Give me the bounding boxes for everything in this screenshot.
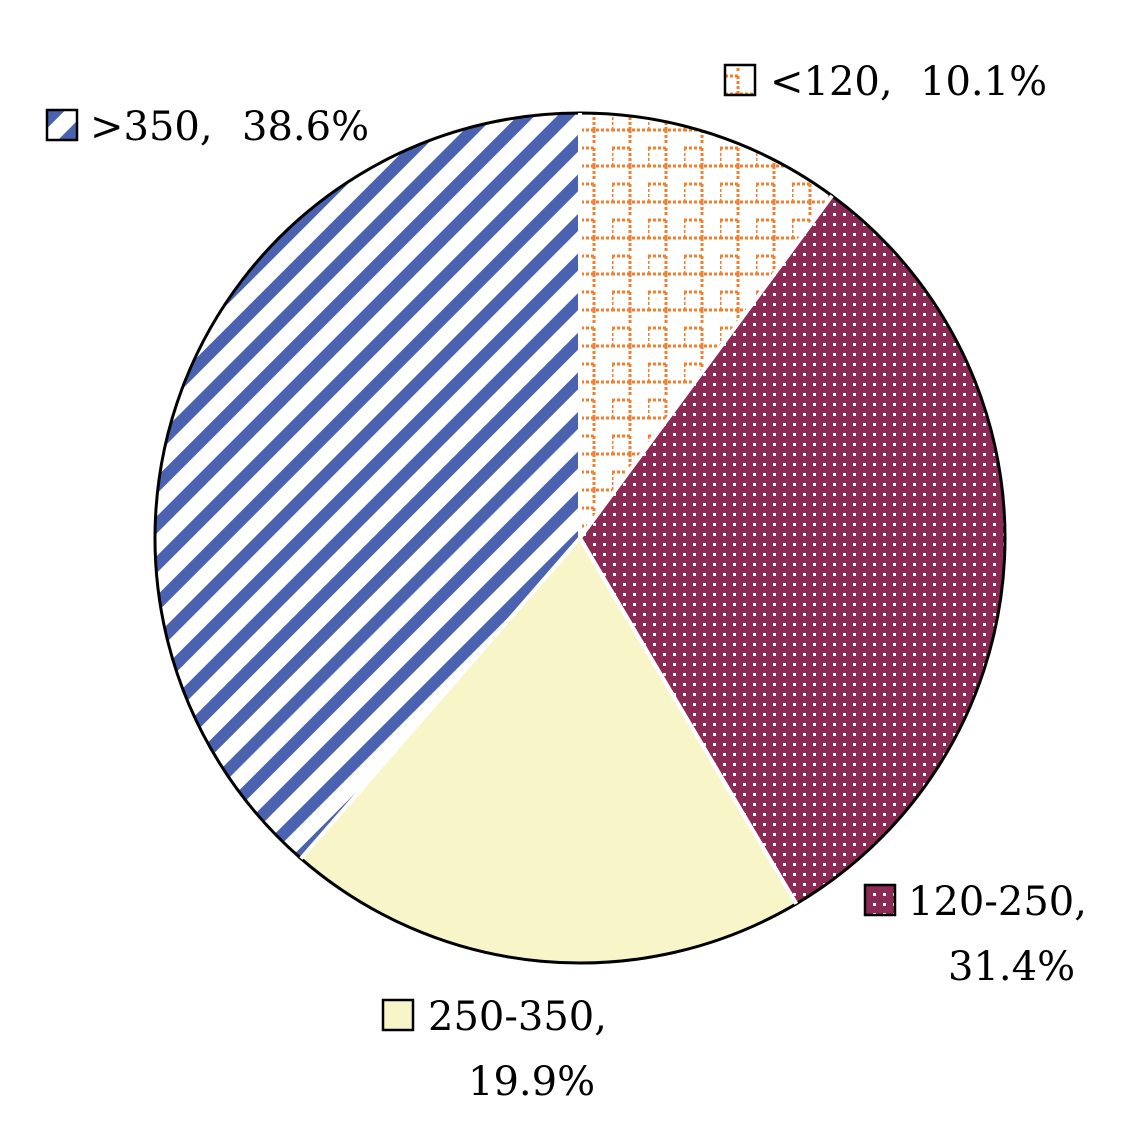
pie-slices: [153, 111, 1007, 965]
slice-label-percent: 38.6%: [242, 104, 369, 150]
slice-label-percent: 10.1%: [920, 59, 1047, 105]
slice-separator: [578, 536, 799, 905]
slice-label-category: 250-350,: [428, 994, 607, 1040]
pie-slice-120-250: [578, 194, 1007, 906]
pie-slice-120: [578, 111, 834, 540]
slice-label-category: <120,: [770, 59, 893, 105]
legend-swatch-350: [45, 108, 79, 142]
legend-swatch-250-350: [381, 998, 415, 1032]
legend-swatch-120-250: [863, 883, 897, 917]
slice-separator: [578, 194, 834, 540]
slice-separator: [299, 536, 582, 860]
pie-labels: <120, 10.1% 120-250, 31.4% 250-350, 19.9% >350…: [45, 59, 1087, 1105]
slice-label-category: >350,: [90, 104, 213, 150]
pie-slice-250-350: [299, 536, 798, 965]
slice-label-percent: 19.9%: [468, 1059, 595, 1105]
legend-swatch-120: [723, 63, 757, 97]
pie-slice-350: [153, 111, 582, 861]
slice-label-percent: 31.4%: [948, 944, 1075, 990]
slice-label-category: 120-250,: [908, 879, 1087, 925]
